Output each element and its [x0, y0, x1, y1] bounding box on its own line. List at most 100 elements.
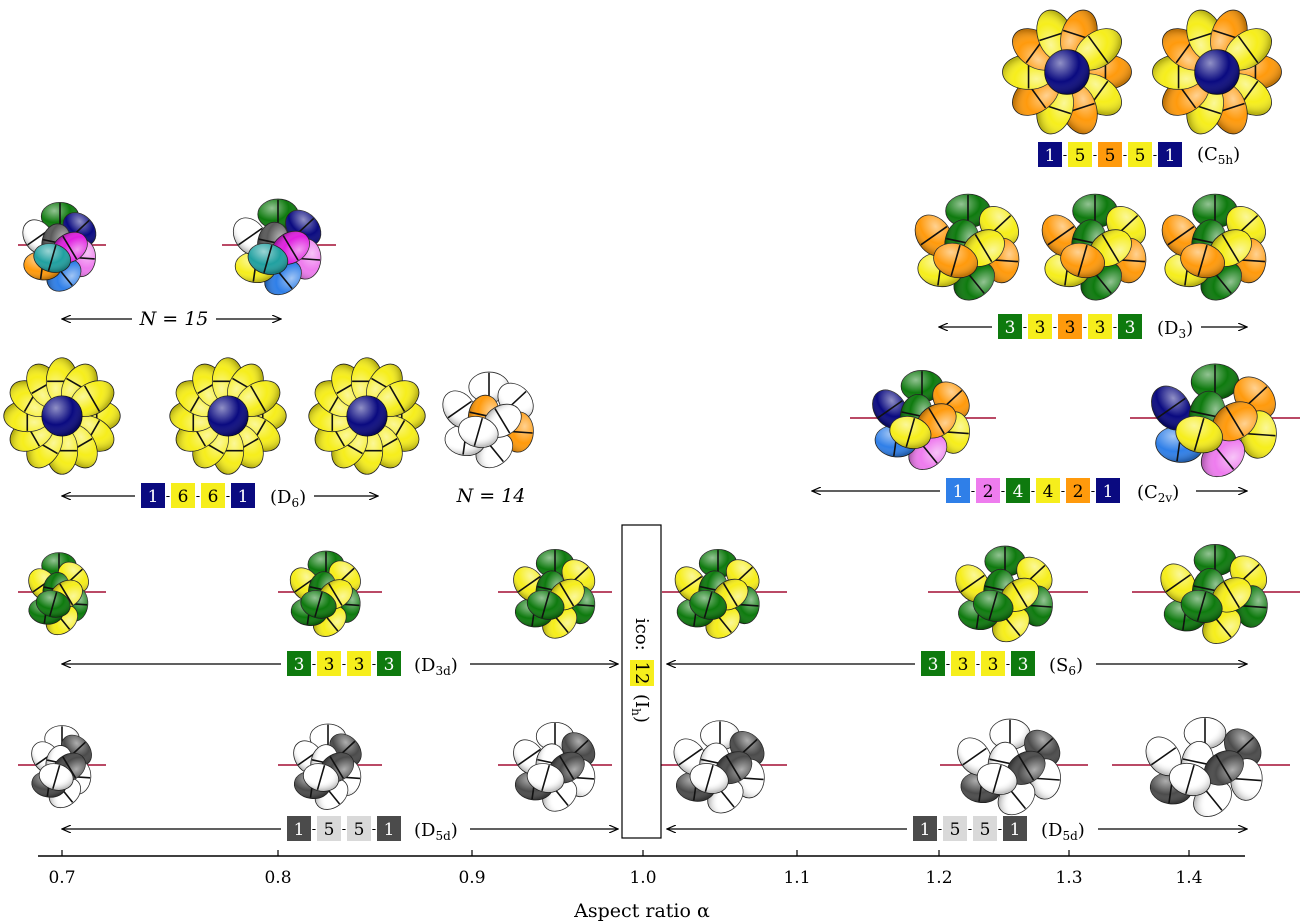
d3-symmetry: (D3) [1157, 318, 1193, 341]
sequence-box [1128, 142, 1152, 167]
sequence-box [377, 651, 401, 676]
d6-symmetry: (D6) [270, 487, 306, 510]
c2v-sequence: 1-2-4-4-2-1 (C2v) [812, 478, 1247, 505]
sequence-box [377, 816, 401, 841]
sequence-number: 5 [1135, 146, 1146, 166]
sequence-dash: - [312, 657, 316, 672]
sequence-box [1158, 142, 1182, 167]
n15-range: N = 15 [62, 308, 281, 330]
ico-prefix: ico: [631, 618, 652, 651]
sequence-dash: - [968, 822, 972, 837]
c5h-cluster-1 [1002, 9, 1132, 135]
c5h-sequence: 1-5-5-5-1 (C5h) [1038, 142, 1240, 167]
ellipsoid [1224, 28, 1272, 71]
d5d-cluster-3 [513, 721, 596, 812]
sequence-number: 5 [950, 820, 961, 840]
ellipsoid [1211, 577, 1252, 613]
sequence-dash: - [1093, 148, 1097, 163]
ellipsoid [374, 380, 420, 418]
sequence-box [973, 816, 997, 841]
sequence-dash: - [1063, 148, 1067, 163]
sequence-number: 5 [1105, 146, 1116, 166]
sequence-box [943, 816, 967, 841]
d3d-sequence: 3-3-3-3 (D3d) [62, 651, 618, 678]
c5h-symmetry: (C5h) [1197, 144, 1240, 167]
sequence-box [913, 816, 937, 841]
sequence-dash: - [1123, 148, 1127, 163]
sequence-box [1003, 816, 1027, 841]
x-tick-label: 1.3 [1055, 868, 1082, 888]
d3-cluster-1 [914, 193, 1020, 301]
sequence-number: 3 [294, 655, 305, 675]
s6-cluster-2 [955, 545, 1053, 643]
c2v-symmetry: (C2v) [1137, 482, 1179, 505]
sequence-number: 3 [928, 655, 939, 675]
sequence-number: 2 [983, 482, 994, 502]
sequence-box [921, 651, 945, 676]
c2v-cluster-1 [872, 370, 970, 470]
sequence-dash: - [976, 657, 980, 672]
ellipsoid [889, 415, 932, 450]
sequence-number: 4 [1013, 482, 1024, 502]
sequence-box [976, 478, 1000, 503]
sequence-dash: - [166, 489, 170, 504]
x-tick-label: 1.0 [629, 868, 656, 888]
ellipsoid [235, 380, 281, 418]
ellipsoid [1074, 28, 1122, 71]
ellipsoid [526, 763, 565, 793]
sequence-dash: - [1006, 657, 1010, 672]
d5d-left-sequence: 1-5-5-1 (D5d) [62, 816, 618, 843]
sequence-box [1068, 142, 1092, 167]
sequence-box [231, 483, 255, 508]
ico-number-box [630, 660, 654, 686]
sequence-number: 3 [988, 655, 999, 675]
sequence-number: 5 [980, 820, 991, 840]
ellipsoid [1190, 363, 1240, 400]
sequence-box [1036, 478, 1060, 503]
ellipsoid [1006, 750, 1046, 785]
sequence-number: 5 [1075, 146, 1086, 166]
ellipsoid [689, 763, 729, 794]
sequence-number: 6 [208, 487, 219, 507]
sequence-box [141, 483, 165, 508]
sequence-box [287, 651, 311, 676]
sequence-number: 3 [324, 655, 335, 675]
c2v-cluster-2 [1151, 363, 1277, 478]
s6-sequence: 3-3-3-3 (S6) [667, 651, 1247, 678]
x-axis-label: Aspect ratio α [573, 900, 710, 922]
sequence-number: 3 [354, 655, 365, 675]
sequence-box [1028, 314, 1052, 339]
ellipsoid [976, 763, 1018, 795]
sequence-number: 1 [294, 820, 305, 840]
s6-symmetry: (S6) [1049, 655, 1083, 678]
sequence-number: 1 [148, 487, 159, 507]
sequence-dash: - [196, 489, 200, 504]
sequence-dash: - [938, 822, 942, 837]
ellipsoid [247, 243, 289, 275]
d5d-cluster-5 [957, 718, 1061, 816]
sequence-dash: - [1153, 148, 1157, 163]
sequence-box [1088, 314, 1112, 339]
sequence-dash: - [372, 657, 376, 672]
sequence-dash: - [1031, 484, 1035, 499]
sequence-box [1096, 478, 1120, 503]
ico-box: ico: 12 (Ih) [621, 524, 662, 839]
sequence-box [1118, 314, 1142, 339]
d5d-cluster-4 [673, 720, 765, 814]
sequence-number: 3 [1005, 318, 1016, 338]
ellipsoid [1175, 415, 1223, 454]
d5d-cluster-6 [1145, 717, 1263, 817]
sequence-number: 1 [238, 487, 249, 507]
sequence-box [317, 816, 341, 841]
sequence-number: 1 [1165, 146, 1176, 166]
sequence-number: 3 [1035, 318, 1046, 338]
sequence-box [317, 651, 341, 676]
ellipsoid [526, 590, 565, 620]
sequence-box [1006, 478, 1030, 503]
d5d-right-sequence: 1-5-5-1 (D5d) [667, 816, 1247, 843]
sequence-box [998, 314, 1022, 339]
s6-cluster-1 [674, 548, 760, 639]
x-tick-label: 1.1 [783, 868, 810, 888]
ellipsoid [458, 416, 499, 448]
